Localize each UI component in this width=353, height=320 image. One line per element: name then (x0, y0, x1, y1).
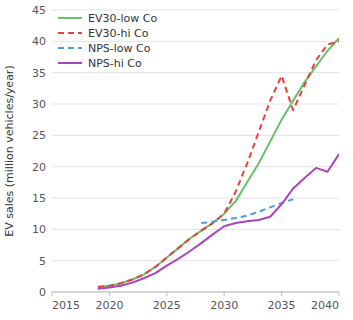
legend-swatch (58, 62, 82, 64)
y-tick-label: 0 (39, 286, 46, 299)
grid-line (52, 166, 339, 167)
y-tick-label: 40 (32, 35, 46, 48)
y-tick-label: 25 (32, 129, 46, 142)
legend-label: NPS-hi Co (88, 57, 142, 70)
lines (98, 38, 339, 289)
grid-line (52, 292, 339, 293)
grid-line (52, 10, 339, 11)
x-tick (281, 292, 282, 296)
grid-line (52, 135, 339, 136)
legend: EV30-low Co EV30-hi Co NPS-low Co NPS-hi Co (58, 12, 157, 70)
x-tick-label: 2015 (52, 299, 80, 312)
chart: 0510152025303540452015202020252030203520… (0, 0, 353, 320)
x-tick-label: 2020 (95, 299, 123, 312)
legend-label: EV30-low Co (88, 12, 157, 25)
legend-label: EV30-hi Co (88, 27, 149, 40)
x-tick (52, 292, 53, 296)
grid-line (52, 72, 339, 73)
legend-swatch (58, 47, 82, 49)
y-tick-label: 15 (32, 192, 46, 205)
series-line (98, 41, 339, 287)
series-line (98, 38, 339, 287)
x-tick-label: 2040 (311, 299, 339, 312)
y-axis-label: EV sales (million vehicles/year) (3, 65, 16, 236)
y-tick-label: 10 (32, 223, 46, 236)
grid-line (52, 260, 339, 261)
legend-label: NPS-low Co (88, 42, 151, 55)
y-tick-label: 5 (39, 255, 46, 268)
y-tick-label: 35 (32, 67, 46, 80)
y-tick-label: 30 (32, 98, 46, 111)
grid-line (52, 198, 339, 199)
x-axis-line (52, 292, 339, 293)
x-tick (109, 292, 110, 296)
legend-swatch (58, 32, 82, 34)
series-line (201, 199, 293, 223)
x-tick (166, 292, 167, 296)
grid-line (52, 229, 339, 230)
grid (52, 10, 339, 292)
x-tick-label: 2030 (210, 299, 238, 312)
x-tick (339, 292, 340, 296)
y-tick-label: 20 (32, 161, 46, 174)
series-line (98, 154, 339, 289)
legend-swatch (58, 17, 82, 19)
y-tick-label: 45 (32, 4, 46, 17)
x-tick (224, 292, 225, 296)
x-tick-label: 2025 (153, 299, 181, 312)
x-tick-label: 2035 (268, 299, 296, 312)
